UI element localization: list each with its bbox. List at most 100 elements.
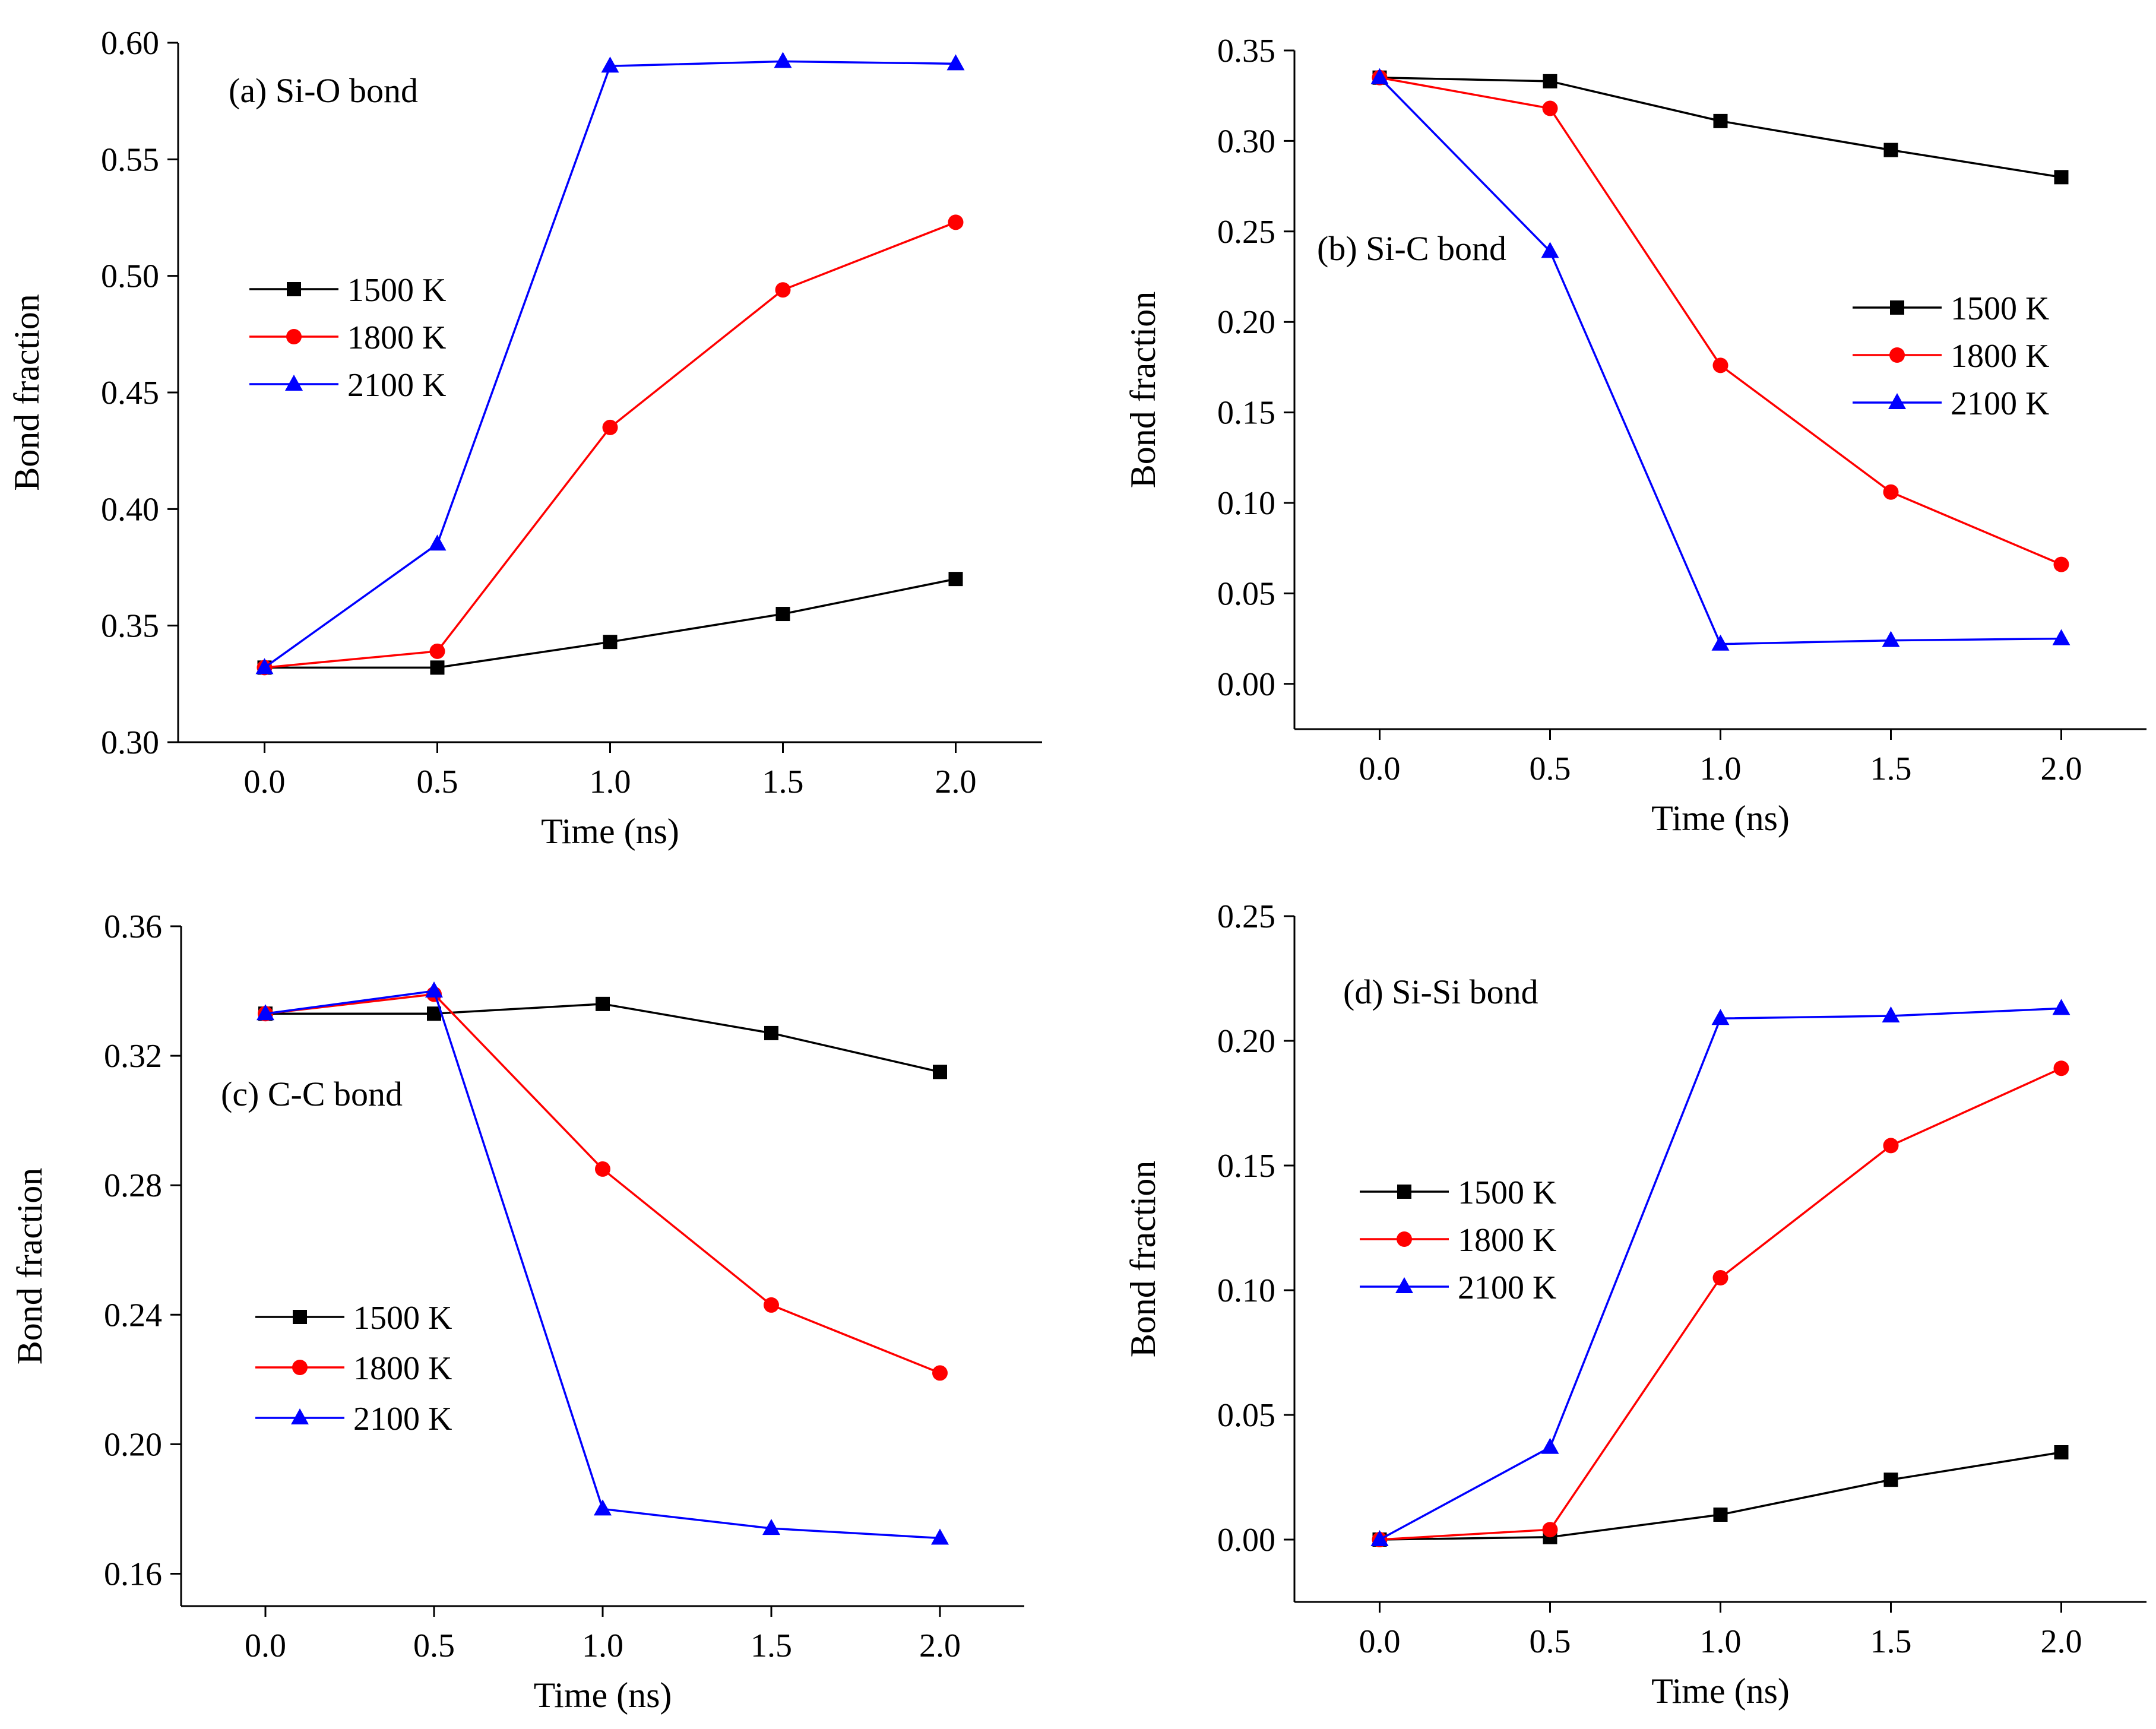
y-tick-label: 0.25 <box>1217 898 1275 935</box>
data-point <box>1712 357 1728 373</box>
y-tick-label: 0.30 <box>1217 123 1275 160</box>
data-point <box>430 660 445 675</box>
series-line <box>264 60 956 669</box>
series-line <box>265 1003 941 1074</box>
chart-panel-d: 0.00 0.05 0.10 0.15 0.20 0.25 0.0 0.5 1.0 1.5 2.0 T… <box>1123 898 2146 1711</box>
data-point <box>1370 68 1389 84</box>
data-point <box>775 282 791 298</box>
y-tick-label: 0.00 <box>1217 666 1275 703</box>
data-point <box>429 643 445 659</box>
x-tick-label: 0.0 <box>1359 1623 1401 1660</box>
y-tick-label: 0.20 <box>1217 1023 1275 1060</box>
x-axis-title: Time (ns) <box>1651 799 1790 838</box>
y-tick-label: 0.60 <box>101 25 159 62</box>
data-point <box>594 1499 612 1516</box>
data-point <box>2052 629 2070 645</box>
legend-label: 1800 K <box>347 319 446 356</box>
y-axis-title: Bond fraction <box>10 1168 49 1365</box>
data-point <box>764 1297 779 1313</box>
data-point <box>1882 631 1900 647</box>
x-tick-label: 1.5 <box>1870 750 1912 787</box>
x-tick-label: 0.5 <box>1530 1623 1571 1660</box>
legend-label: 2100 K <box>347 367 446 404</box>
data-point <box>774 52 792 68</box>
x-tick-label: 0.0 <box>1359 750 1401 787</box>
legend-marker <box>292 1360 308 1375</box>
data-point <box>602 419 618 435</box>
y-tick-label: 0.35 <box>1217 33 1275 69</box>
legend-marker <box>291 1408 309 1424</box>
x-tick-label: 0.5 <box>1530 750 1571 787</box>
y-tick-label: 0.55 <box>101 141 159 178</box>
data-point <box>603 635 618 650</box>
legend-label: 1500 K <box>353 1300 452 1337</box>
data-point <box>775 607 790 622</box>
data-point <box>1543 74 1557 88</box>
data-point <box>2054 1445 2069 1459</box>
data-point <box>1542 1522 1558 1538</box>
series-line <box>1379 1451 2062 1541</box>
data-point <box>1883 142 1898 157</box>
legend-marker <box>287 282 301 296</box>
x-tick-label: 0.0 <box>244 764 286 800</box>
y-tick-label: 0.15 <box>1217 1148 1275 1185</box>
data-point <box>1883 1472 1898 1487</box>
legend-marker <box>285 375 303 391</box>
data-point <box>2052 999 2070 1015</box>
panel-title: (b) Si-C bond <box>1317 229 1506 268</box>
x-tick-label: 2.0 <box>919 1627 961 1664</box>
chart-panel-a: 0.30 0.35 0.40 0.45 0.50 0.55 0.60 0.0 0.5 1.0 1.5… <box>7 25 1042 851</box>
legend-label: 1500 K <box>1951 290 2049 327</box>
y-tick-label: 0.32 <box>104 1038 162 1075</box>
y-tick-label: 0.40 <box>101 491 159 528</box>
data-point <box>946 54 965 71</box>
x-tick-label: 0.5 <box>417 764 458 800</box>
x-tick-label: 1.0 <box>590 764 631 800</box>
data-point <box>1370 1530 1389 1546</box>
data-point <box>1541 1437 1559 1454</box>
data-point <box>596 996 610 1011</box>
data-point <box>595 1161 610 1177</box>
legend-label: 1500 K <box>347 272 446 309</box>
x-axis-title: Time (ns) <box>534 1676 672 1715</box>
legend-label: 2100 K <box>1458 1269 1556 1306</box>
data-point <box>1882 1006 1900 1022</box>
data-point <box>764 1025 778 1040</box>
y-axis-title: Bond fraction <box>1123 292 1163 489</box>
y-tick-label: 0.10 <box>1217 1272 1275 1309</box>
data-point <box>257 1004 274 1021</box>
legend-label: 1800 K <box>353 1350 452 1387</box>
y-tick-label: 0.20 <box>1217 304 1275 341</box>
y-tick-label: 0.30 <box>101 724 159 761</box>
data-point <box>762 1519 780 1535</box>
legend-label: 1800 K <box>1951 338 2049 375</box>
y-axis-title: Bond fraction <box>7 294 46 491</box>
data-point <box>1883 484 1899 500</box>
y-tick-label: 0.05 <box>1217 1397 1275 1434</box>
x-tick-label: 1.0 <box>1700 1623 1742 1660</box>
y-tick-label: 0.16 <box>104 1556 162 1592</box>
data-point <box>2054 170 2069 185</box>
data-point <box>932 1365 948 1381</box>
y-tick-label: 0.20 <box>104 1426 162 1463</box>
y-tick-label: 0.28 <box>104 1167 162 1204</box>
data-point <box>1713 113 1728 128</box>
x-tick-label: 2.0 <box>2041 1623 2082 1660</box>
data-point <box>948 572 963 587</box>
y-tick-label: 0.45 <box>101 375 159 411</box>
y-tick-label: 0.15 <box>1217 395 1275 432</box>
x-tick-label: 1.5 <box>1870 1623 1912 1660</box>
legend-label: 1800 K <box>1458 1222 1556 1259</box>
y-tick-label: 0.36 <box>104 908 162 945</box>
series-line <box>265 990 941 1540</box>
x-axis-title: Time (ns) <box>541 812 679 851</box>
y-tick-label: 0.50 <box>101 258 159 295</box>
legend-marker <box>1395 1277 1413 1293</box>
data-point <box>2053 556 2069 572</box>
data-point <box>948 214 964 230</box>
panel-title: (d) Si-Si bond <box>1343 973 1538 1011</box>
y-tick-label: 0.24 <box>104 1297 162 1334</box>
y-tick-label: 0.35 <box>101 608 159 645</box>
